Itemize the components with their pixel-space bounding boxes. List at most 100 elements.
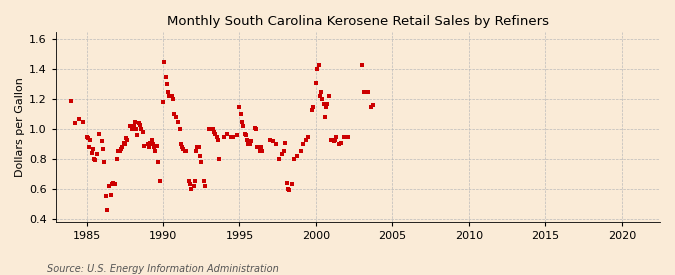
Point: [321, 104, 331, 109]
Point: [148, 145, 159, 149]
Point: [107, 182, 117, 186]
Point: [138, 143, 149, 148]
Point: [342, 134, 353, 139]
Point: [127, 127, 138, 131]
Point: [180, 149, 191, 154]
Point: [313, 63, 324, 67]
Point: [91, 152, 102, 157]
Point: [198, 179, 209, 184]
Point: [81, 134, 92, 139]
Point: [114, 149, 125, 154]
Y-axis label: Dollars per Gallon: Dollars per Gallon: [15, 77, 25, 177]
Point: [284, 188, 294, 192]
Point: [219, 134, 230, 139]
Point: [155, 179, 166, 184]
Point: [186, 187, 196, 191]
Point: [205, 127, 215, 131]
Point: [203, 127, 214, 131]
Point: [316, 90, 327, 94]
Point: [128, 124, 139, 128]
Point: [118, 140, 129, 145]
Point: [109, 182, 120, 186]
Point: [256, 145, 267, 149]
Point: [303, 134, 314, 139]
Point: [271, 142, 282, 146]
Point: [326, 137, 337, 142]
Point: [242, 137, 252, 142]
Point: [289, 157, 300, 161]
Point: [130, 119, 140, 124]
Point: [164, 94, 175, 98]
Point: [177, 145, 188, 149]
Point: [112, 157, 123, 161]
Point: [101, 194, 111, 199]
Point: [193, 145, 204, 149]
Point: [132, 133, 143, 137]
Point: [117, 145, 128, 149]
Point: [137, 130, 148, 134]
Point: [183, 179, 194, 184]
Point: [331, 134, 342, 139]
Point: [300, 137, 311, 142]
Point: [356, 63, 367, 67]
Point: [169, 112, 180, 116]
Point: [257, 149, 268, 154]
Point: [160, 75, 171, 79]
Point: [134, 122, 145, 127]
Point: [74, 116, 84, 121]
Point: [280, 140, 291, 145]
Point: [176, 142, 186, 146]
Point: [368, 103, 379, 107]
Point: [113, 149, 124, 154]
Point: [209, 130, 219, 134]
Point: [122, 137, 133, 142]
Point: [115, 146, 126, 151]
Point: [329, 139, 340, 143]
Point: [253, 145, 264, 149]
Point: [142, 142, 153, 146]
Point: [85, 137, 96, 142]
Point: [89, 157, 100, 161]
Point: [144, 145, 155, 149]
Point: [281, 181, 292, 185]
Point: [306, 108, 317, 112]
Point: [66, 98, 77, 103]
Point: [323, 94, 334, 98]
Point: [283, 187, 294, 191]
Point: [239, 131, 250, 136]
Point: [210, 131, 221, 136]
Point: [180, 149, 190, 154]
Point: [252, 145, 263, 149]
Point: [286, 182, 297, 186]
Point: [232, 133, 242, 137]
Point: [338, 134, 349, 139]
Point: [174, 127, 185, 131]
Point: [168, 97, 179, 101]
Point: [136, 127, 146, 131]
Point: [82, 136, 93, 140]
Point: [244, 142, 255, 146]
Point: [170, 115, 181, 119]
Point: [173, 119, 184, 124]
Point: [267, 139, 278, 143]
Point: [319, 115, 330, 119]
Point: [249, 125, 260, 130]
Point: [84, 145, 95, 149]
Point: [318, 101, 329, 106]
Point: [243, 142, 254, 146]
Point: [190, 179, 200, 184]
Point: [329, 137, 340, 142]
Point: [206, 127, 217, 131]
Point: [363, 90, 374, 94]
Point: [153, 160, 163, 164]
Point: [121, 136, 132, 140]
Point: [207, 127, 218, 131]
Point: [279, 149, 290, 154]
Point: [90, 158, 101, 163]
Point: [159, 60, 169, 64]
Point: [94, 131, 105, 136]
Point: [146, 137, 157, 142]
Point: [276, 152, 287, 157]
Point: [237, 119, 248, 124]
Point: [192, 145, 202, 149]
